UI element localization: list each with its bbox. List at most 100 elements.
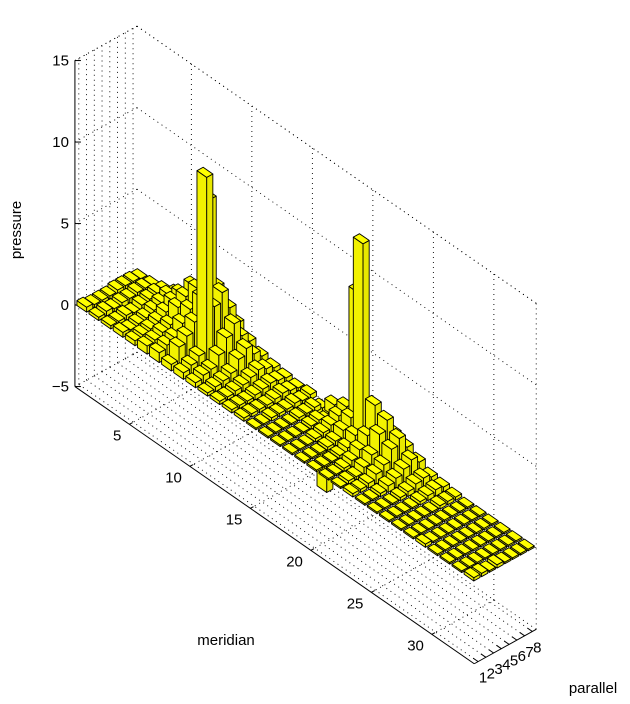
bar-top-face <box>438 522 456 534</box>
bar-top-face <box>76 296 94 308</box>
bar-top-face <box>410 522 428 534</box>
bar-top-face <box>389 427 406 440</box>
bar-top-face <box>386 505 404 517</box>
bar-top-face <box>196 166 214 178</box>
bar-top-face <box>498 534 515 546</box>
bar-top-face <box>269 403 286 415</box>
bar-top-face <box>232 374 250 386</box>
bar-top-face <box>200 358 218 370</box>
bar-top-face <box>296 402 314 414</box>
bar-top-face <box>265 421 283 433</box>
bar-top-face <box>306 459 324 471</box>
bar-top-face <box>88 306 106 318</box>
bar-top-face <box>482 543 500 555</box>
bar-top-face <box>377 409 394 421</box>
gridline-z <box>74 107 138 143</box>
gridline-y <box>129 389 192 425</box>
bar-top-face <box>374 497 392 509</box>
x-tick <box>496 644 502 650</box>
bar-top-face <box>461 509 479 521</box>
bar-top-face <box>212 370 230 382</box>
bar-top-face <box>398 514 416 526</box>
gridline-z <box>74 351 138 387</box>
bar-top-face <box>409 491 427 503</box>
bar-top-face <box>439 551 457 563</box>
bar-top-face <box>441 505 459 517</box>
bar-top-face <box>248 359 266 371</box>
bar-top-face <box>352 233 370 245</box>
bar-top-face <box>257 425 275 437</box>
bar-top-face <box>397 481 415 493</box>
bar-top-face <box>260 372 278 384</box>
bar-top-face <box>449 500 467 512</box>
bar-top-face <box>326 463 343 475</box>
bar-top-face <box>193 364 210 376</box>
gridline-x <box>86 379 487 658</box>
bar-top-face <box>346 466 363 478</box>
bar-top-face <box>293 421 311 433</box>
bar-top-face <box>205 376 222 388</box>
bar-top-face <box>253 413 271 425</box>
bar-top-face <box>208 344 226 356</box>
bar-top-face <box>229 394 247 406</box>
bar-top-face <box>181 354 198 366</box>
bar-top-face <box>220 362 238 374</box>
bar-top-face <box>173 362 191 374</box>
bar-top-face <box>300 384 317 396</box>
bar-top-face <box>422 501 439 513</box>
bar-top-face <box>510 542 527 554</box>
bar-top-face <box>462 539 480 551</box>
bar-top-face <box>221 399 239 411</box>
gridline-x <box>101 371 502 650</box>
bar-top-face <box>305 428 323 440</box>
y-tick <box>431 632 436 635</box>
bar-top-face <box>244 384 262 396</box>
bar-top-face <box>112 321 130 333</box>
bar-top-face <box>467 551 484 563</box>
x-tick <box>527 627 533 632</box>
bar-top-face <box>471 562 489 574</box>
gridline-x <box>109 366 510 645</box>
x-axis-label: parallel <box>569 680 617 697</box>
bar-top-face <box>474 547 492 559</box>
bar-top-face <box>406 509 424 521</box>
x-tick <box>503 640 510 645</box>
bar-top-face <box>272 382 290 394</box>
y-axis-label: meridian <box>197 632 255 649</box>
bar-top-face <box>289 438 307 450</box>
y-tick <box>250 506 254 509</box>
bar-top-face <box>378 509 396 521</box>
bar-top-face <box>281 413 298 425</box>
bar-top-face <box>236 337 253 350</box>
bar-top-face <box>313 422 330 434</box>
bar-top-face <box>466 522 483 534</box>
bar-top-face <box>486 554 504 566</box>
bar-top-face <box>240 366 258 379</box>
bar-top-face <box>304 396 322 408</box>
gridline-z <box>136 351 537 630</box>
bar-top-face <box>96 300 114 312</box>
bar-top-face <box>342 483 360 495</box>
bar-top-face <box>454 513 471 525</box>
bar-top-face <box>330 476 348 488</box>
gridline-x <box>132 353 533 632</box>
x-tick-label: 6 <box>518 648 526 665</box>
bar-top-face <box>490 538 508 550</box>
bar-top-face <box>402 497 419 509</box>
bar-top-face <box>277 430 295 442</box>
bar-top-face <box>353 456 371 468</box>
y-tick-label: 25 <box>347 595 364 612</box>
gridline-z <box>74 188 138 224</box>
bar-top-face <box>99 285 117 297</box>
gridline-y <box>310 515 374 551</box>
bar-top-face <box>317 436 335 448</box>
bar-top-face <box>284 392 302 404</box>
bar-top-face <box>217 386 235 398</box>
z-axis-label: pressure <box>8 201 25 259</box>
bar-top-face <box>365 463 383 475</box>
bar-top-face <box>209 390 227 402</box>
gridline-y <box>431 599 495 635</box>
bar-top-face <box>325 430 343 442</box>
bar-top-face <box>370 482 388 494</box>
